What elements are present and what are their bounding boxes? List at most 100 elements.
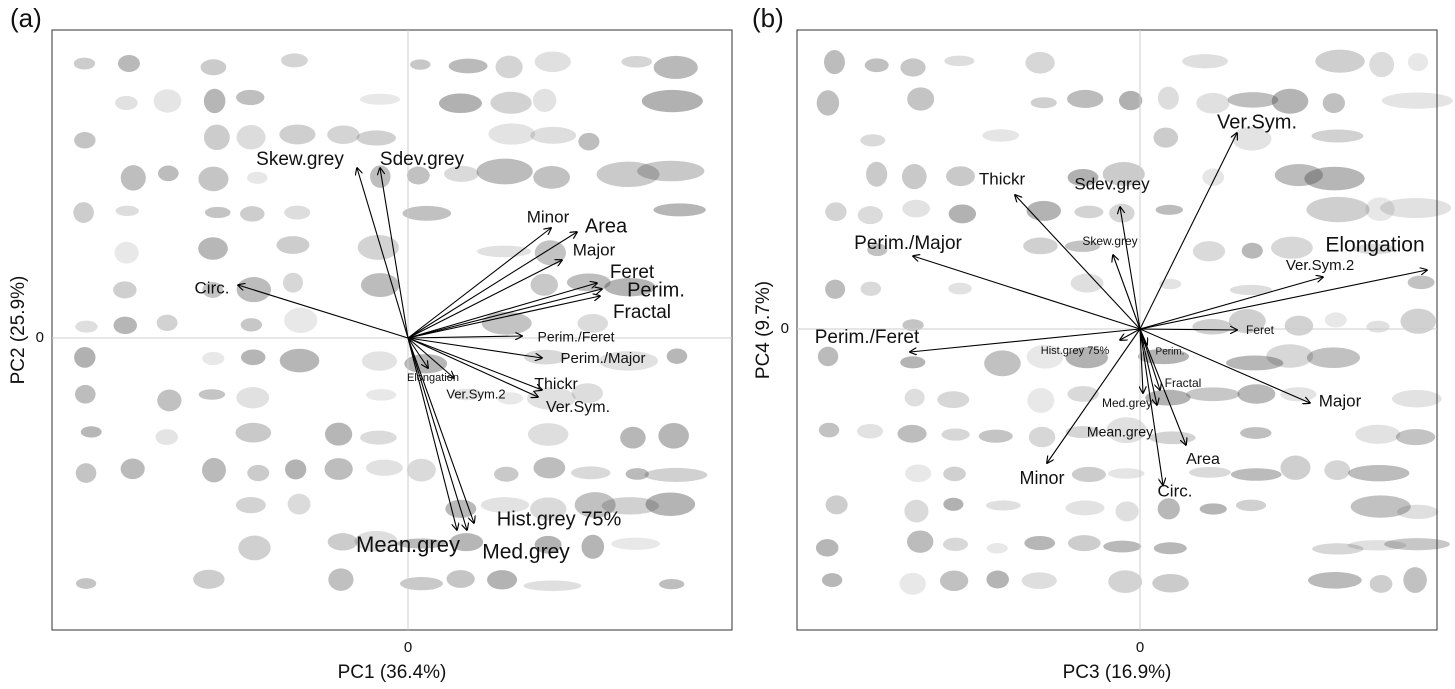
loading-arrow	[407, 289, 602, 339]
specimen-image	[285, 459, 307, 480]
specimen-image	[984, 350, 1021, 377]
specimen-image	[287, 493, 311, 515]
specimen-image	[495, 55, 523, 79]
specimen-image	[1027, 388, 1055, 413]
specimen-image	[155, 429, 179, 445]
arrow-label: Elongation	[1325, 234, 1424, 257]
panel-label: (b)	[752, 3, 784, 33]
specimen-image	[1306, 196, 1370, 223]
loading-arrow	[1120, 328, 1141, 340]
specimen-image	[857, 423, 884, 439]
arrow-label: Med.grey	[482, 541, 570, 564]
specimen-image	[948, 282, 972, 295]
specimen-image	[658, 422, 689, 449]
arrow-label: Perim./Feret	[815, 327, 920, 348]
specimen-image	[202, 351, 225, 366]
specimen-image	[1235, 499, 1267, 512]
specimen-image	[365, 459, 403, 476]
specimen-image	[279, 124, 316, 145]
specimen-image	[438, 93, 482, 114]
specimen-image	[533, 165, 571, 189]
loading-arrow	[1015, 195, 1141, 330]
loading-arrow	[1139, 328, 1163, 485]
specimen-image	[1145, 389, 1191, 406]
specimen-image	[480, 497, 530, 513]
loading-arrow	[357, 168, 409, 339]
specimen-image	[897, 424, 927, 443]
specimen-image	[534, 240, 566, 266]
specimen-image	[857, 206, 883, 225]
specimen-image	[1280, 455, 1311, 480]
specimen-image	[905, 464, 932, 483]
loading-arrow	[1139, 329, 1237, 330]
specimen-image	[193, 569, 225, 589]
arrow-label: Mean.grey	[356, 532, 460, 557]
loading-arrow	[1139, 328, 1186, 445]
arrow-label: Elongation	[407, 372, 459, 384]
specimen-image	[236, 89, 265, 106]
specimen-image	[1025, 51, 1055, 74]
arrow-label: Ver.Sym.	[546, 399, 610, 416]
specimen-image	[1384, 538, 1450, 551]
arrow-label: Feret	[1246, 323, 1275, 337]
specimen-image	[637, 160, 705, 182]
specimen-image	[1202, 168, 1225, 186]
specimen-image	[601, 497, 659, 515]
x-tick-label: 0	[404, 639, 412, 656]
specimen-image	[1021, 572, 1057, 589]
specimen-image	[281, 53, 308, 68]
arrow-label: Thickr	[979, 169, 1026, 188]
specimen-image	[235, 422, 272, 443]
specimen-image	[1274, 164, 1323, 187]
specimen-image	[1304, 166, 1365, 191]
specimen-image	[360, 430, 397, 445]
loading-arrow	[407, 337, 542, 358]
specimen-image	[202, 281, 224, 298]
specimen-image	[825, 495, 848, 515]
specimen-image	[904, 499, 929, 523]
arrow-label: Major	[1319, 391, 1362, 410]
specimen-image	[198, 389, 226, 400]
loading-arrow	[407, 337, 457, 530]
specimen-image	[533, 88, 557, 112]
specimen-image	[534, 535, 562, 554]
specimen-image	[1226, 355, 1284, 371]
specimen-image	[115, 205, 139, 217]
specimen-image	[276, 236, 310, 254]
specimen-image	[76, 578, 97, 589]
specimen-image	[574, 492, 616, 518]
arrow-label: Major	[573, 240, 616, 259]
specimen-image	[1306, 347, 1361, 368]
loading-arrow	[238, 285, 409, 339]
specimen-image	[1107, 468, 1145, 479]
specimen-image	[534, 51, 571, 72]
specimen-image	[986, 570, 1009, 589]
specimen-image	[866, 161, 888, 187]
x-tick-label: 0	[1136, 639, 1144, 656]
specimen-image	[1315, 49, 1365, 73]
loading-arrow	[380, 168, 409, 339]
specimen-image	[238, 535, 271, 561]
specimen-image	[1229, 284, 1273, 296]
specimen-image	[666, 348, 688, 364]
specimen-image	[860, 281, 882, 296]
specimen-image	[937, 391, 970, 409]
specimen-image	[818, 422, 840, 438]
loading-arrow	[1139, 328, 1157, 405]
loading-arrow	[407, 228, 551, 339]
plot-frame	[51, 29, 733, 631]
specimen-image	[1391, 390, 1442, 408]
specimen-image	[900, 58, 926, 77]
arrow-label: Perim./Major	[560, 350, 645, 367]
specimen-image	[982, 129, 1020, 142]
specimen-image	[1064, 240, 1101, 252]
specimen-image	[1067, 386, 1099, 402]
arrow-label: Mean.grey	[1087, 424, 1153, 440]
specimen-image	[1157, 86, 1179, 110]
arrow-label: Ver.Sym.2	[446, 386, 505, 401]
specimen-image	[327, 533, 358, 551]
loading-arrow	[407, 260, 562, 339]
specimen-image	[943, 497, 964, 511]
specimen-image	[1182, 54, 1229, 69]
